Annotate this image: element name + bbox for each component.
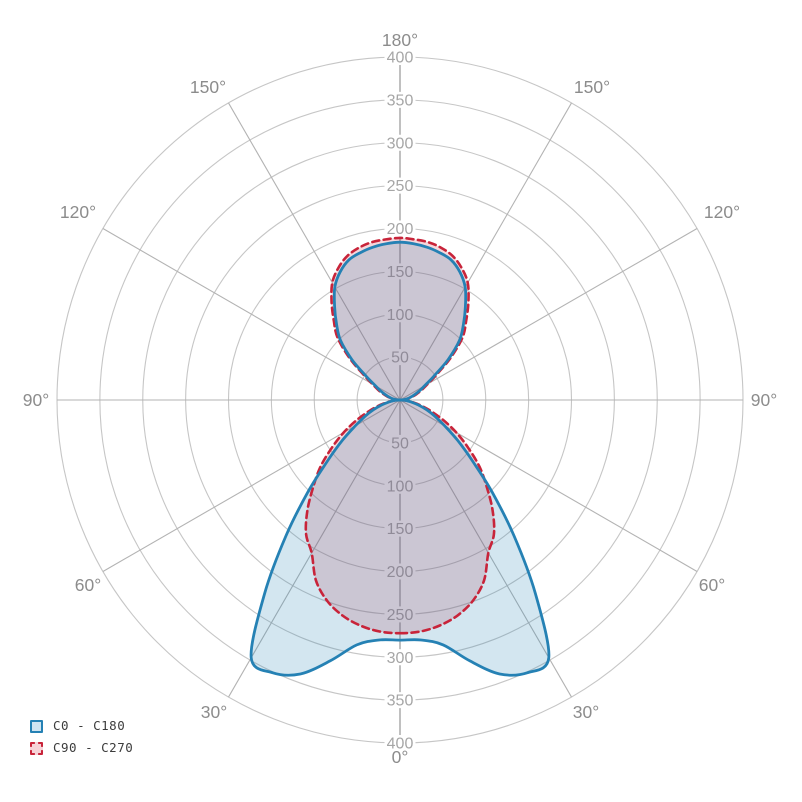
ring-label: 200 [387,564,414,581]
ring-label-halo [384,91,416,108]
ring-label: 400 [387,50,414,67]
angle-label: 30° [573,702,599,722]
ring-label: 200 [387,221,414,238]
angle-label: 180° [382,30,418,50]
ring-label: 350 [387,92,414,109]
polar-spoke [399,102,572,401]
angle-label: 120° [60,202,96,222]
c90-c270-fill [305,237,495,634]
c0-c180-swatch-icon [30,720,43,733]
ring-label: 300 [387,650,414,667]
ring-label: 250 [387,178,414,195]
ring-label: 300 [387,135,414,152]
c90-c270-curve [304,236,496,635]
c0-c180-curve [249,240,551,677]
ring-label: 350 [387,693,414,710]
c0-c180-fill [251,242,549,676]
ring-label-halo [384,520,416,537]
c90-c270-swatch-icon [30,742,43,755]
ring-label: 100 [387,478,414,495]
ring-label-halo [389,434,411,451]
angle-label: 150° [190,77,226,97]
ring-label: 400 [387,736,414,753]
legend-item-c0-c180: C0 - C180 [30,718,133,735]
ring-label-halo [384,49,416,65]
ring-label-halo [389,349,411,366]
ring-label: 50 [391,435,409,452]
polar-spoke [102,228,401,401]
ring-label-halo [384,263,416,280]
ring-label: 150 [387,264,414,281]
legend-item-c90-c270: C90 - C270 [30,740,133,757]
legend-label-c0-c180: C0 - C180 [53,718,126,734]
angle-label: 90° [23,390,49,410]
ring-label: 150 [387,521,414,538]
ring-label-halo [384,134,416,151]
polar-spoke [228,399,401,698]
polar-spoke [399,228,698,401]
angle-label: 0° [392,747,409,767]
angle-label: 120° [704,202,740,222]
ring-label-halo [384,606,416,623]
polar-spoke [399,399,572,698]
ring-label-halo [384,692,416,709]
legend-label-c90-c270: C90 - C270 [53,740,134,756]
ring-label-halo [384,177,416,194]
polar-spoke [399,399,698,572]
ring-label-halo [384,649,416,666]
ring-label: 250 [387,607,414,624]
angle-label: 90° [751,390,777,410]
angle-label: 30° [201,702,227,722]
polar-spoke [228,102,401,401]
legend: C0 - C180 C90 - C270 [30,718,133,757]
ring-label-halo [384,306,416,323]
angle-label: 60° [75,575,101,595]
ring-label: 50 [391,350,409,367]
ring-label: 100 [387,307,414,324]
ring-label-halo [384,735,416,751]
ring-label-halo [384,220,416,237]
polar-spoke [102,399,401,572]
ring-label-halo [384,477,416,494]
angle-label: 60° [699,575,725,595]
ring-label-halo [384,563,416,580]
angle-label: 150° [574,77,610,97]
